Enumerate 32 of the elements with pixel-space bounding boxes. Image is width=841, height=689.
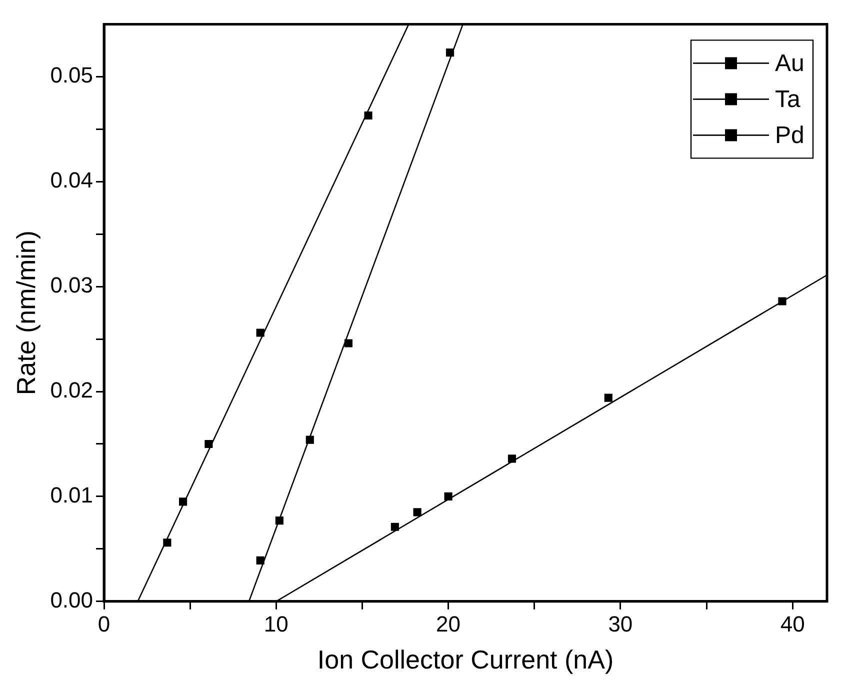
point [275,516,284,525]
y-axis-title: Rate (nm/min) [10,230,41,396]
y-tick-label: 0.04 [50,168,94,193]
point [344,339,352,348]
point [256,328,264,337]
point [413,508,422,516]
point [364,111,372,120]
x-axis-title: Ion Collector Current (nA) [317,644,614,675]
point [446,48,454,57]
legend-label: Pd [775,122,804,149]
point [163,538,172,547]
point [444,492,452,500]
y-tick-label: 0.00 [50,587,94,612]
legend-label: Au [775,50,804,77]
point [778,297,786,306]
point [604,394,612,402]
x-tick-label: 0 [98,612,110,637]
point [390,522,399,531]
x-tick-label: 30 [608,612,633,637]
point [178,498,188,506]
point [508,454,516,463]
x-tick-label: 40 [780,612,805,637]
y-tick-label: 0.03 [50,272,94,298]
point [256,556,264,565]
y-tick-label: 0.01 [50,482,94,508]
legend-label: Ta [775,86,801,113]
x-tick-label: 10 [264,612,288,637]
x-tick-label: 20 [436,612,461,637]
point [204,440,213,448]
y-tick-label: 0.05 [50,62,94,88]
y-tick-label: 0.02 [50,378,94,403]
point [306,436,314,444]
